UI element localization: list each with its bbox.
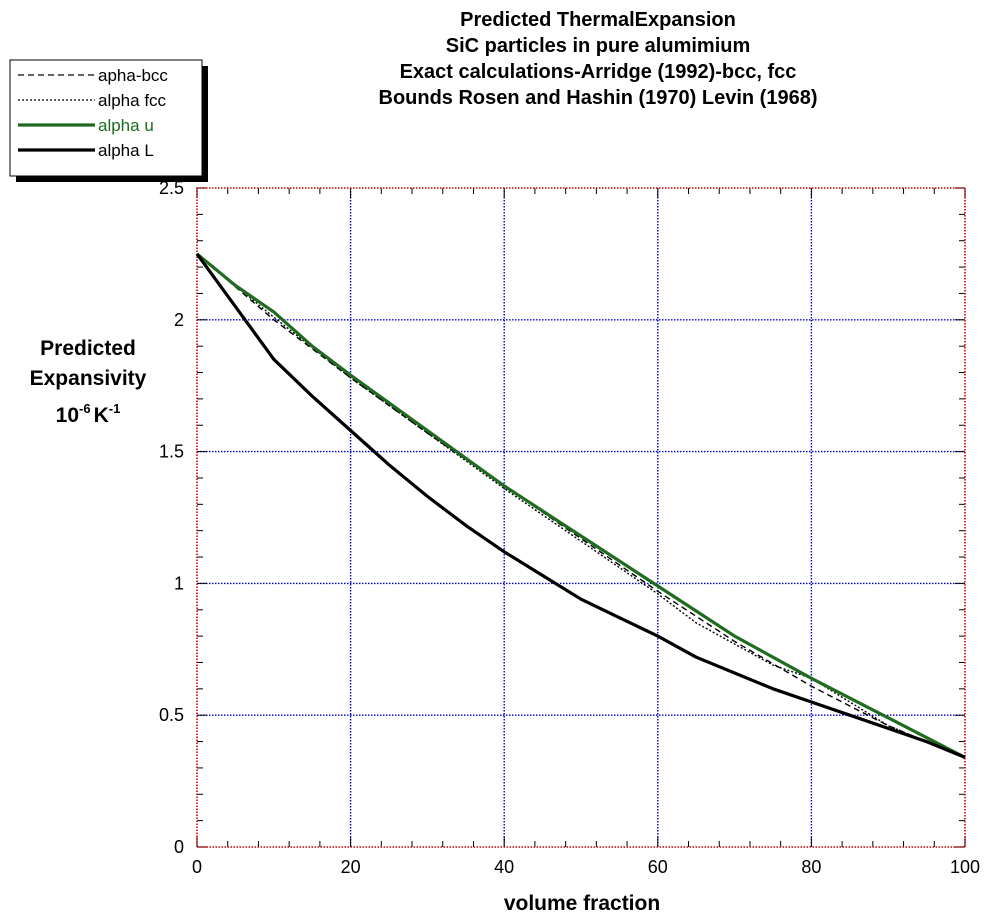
legend-label-alpha-fcc: alpha fcc: [98, 91, 167, 110]
legend-box: [9, 59, 203, 177]
series-lines: [195, 252, 966, 759]
plot-area-border: [196, 187, 966, 848]
legend-label-apha-bcc: apha-bcc: [98, 66, 168, 85]
chart-subtitle-line-3: Bounds Rosen and Hashin (1970) Levin (19…: [379, 87, 818, 109]
legend-label-alpha-l: alpha L: [98, 141, 154, 160]
series-line-apha-bcc: [196, 253, 966, 759]
y-tick-label: 2: [174, 310, 184, 330]
series-line-alpha-u: [195, 252, 966, 759]
y-tick-label: 2.5: [159, 178, 184, 198]
x-tick-label: 60: [648, 857, 668, 877]
y-axis-label-line-2: Expansivity: [30, 367, 147, 390]
axis-ticks: [196, 187, 966, 848]
y-tick-label: 0.5: [159, 705, 184, 725]
y-axis-label-line-1: Predicted: [40, 337, 136, 360]
chart-subtitle-line-1: SiC particles in pure alumimium: [446, 35, 751, 57]
y-axis-units: 10-6 K-1: [56, 401, 121, 427]
x-tick-label: 100: [950, 857, 980, 877]
y-tick-label: 0: [174, 837, 184, 857]
chart-subtitle-line-2: Exact calculations-Arridge (1992)-bcc, f…: [400, 61, 797, 83]
x-tick-label: 0: [192, 857, 202, 877]
chart-title: Predicted ThermalExpansion: [460, 9, 736, 31]
x-tick-label: 40: [494, 857, 514, 877]
y-tick-label: 1.5: [159, 442, 184, 462]
legend: apha-bcc alpha fcc alpha u alpha L: [9, 59, 208, 182]
legend-label-alpha-u: alpha u: [98, 116, 154, 135]
plot-frame: [196, 187, 966, 848]
grid-lines: [197, 188, 965, 847]
x-tick-label: 80: [801, 857, 821, 877]
chart-title-block: Predicted ThermalExpansion SiC particles…: [379, 9, 818, 109]
x-axis-label: volume fraction: [504, 892, 660, 915]
y-axis-label: Predicted Expansivity 10-6 K-1: [30, 337, 147, 427]
x-tick-labels: 0 20 40 60 80 100: [192, 857, 980, 877]
y-tick-label: 1: [174, 573, 184, 593]
y-tick-labels: 0 0.5 1 1.5 2 2.5: [159, 178, 184, 857]
series-line-alpha-fcc: [196, 253, 966, 759]
x-tick-label: 20: [341, 857, 361, 877]
series-line-alpha-l: [195, 252, 966, 759]
